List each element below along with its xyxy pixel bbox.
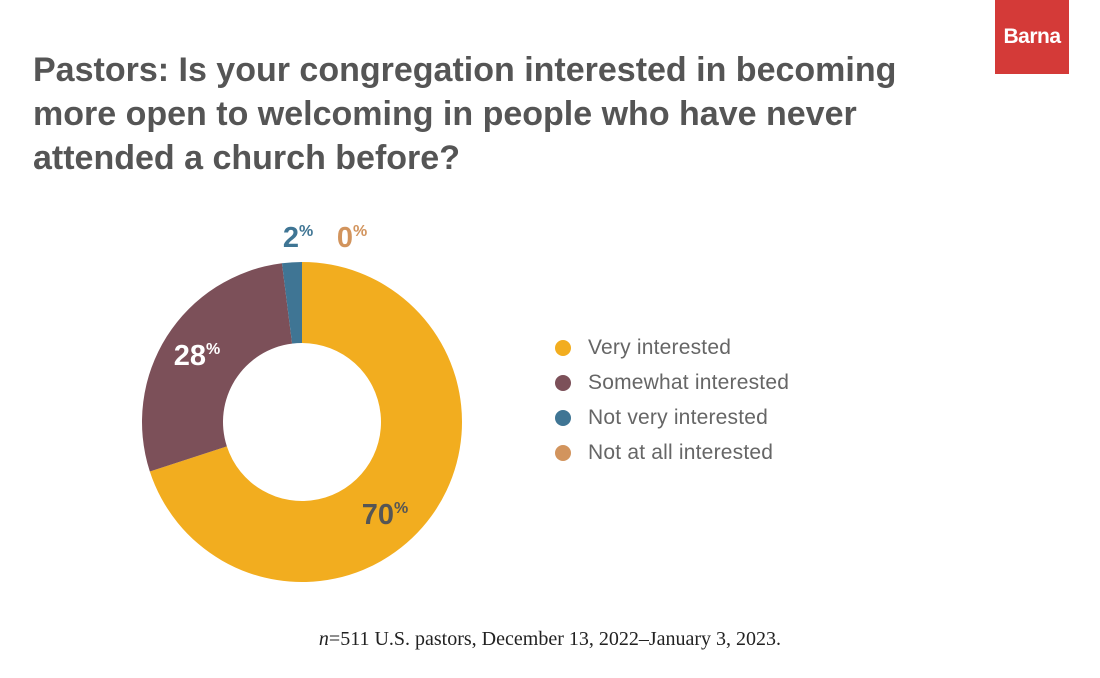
- legend-swatch-somewhat-interested: [555, 374, 571, 391]
- footnote-n-symbol: n: [318, 628, 329, 650]
- chart-legend: Very interested Somewhat interested Not …: [555, 330, 789, 470]
- legend-swatch-not-very-interested: [555, 409, 571, 426]
- donut-slice-not-very-interested: [281, 262, 302, 344]
- legend-swatch-very-interested: [555, 339, 571, 356]
- chart-title: Pastors: Is your congregation interested…: [33, 51, 897, 177]
- legend-item-somewhat-interested: Somewhat interested: [555, 365, 789, 400]
- legend-item-very-interested: Very interested: [555, 330, 789, 365]
- legend-swatch-not-at-all-interested: [555, 444, 571, 461]
- legend-item-not-very-interested: Not very interested: [555, 400, 789, 435]
- barna-logo: Barna: [995, 0, 1069, 74]
- donut-slice-very-interested: [149, 262, 462, 582]
- legend-label-very-interested: Very interested: [588, 335, 732, 359]
- sample-footnote: n=511 U.S. pastors, December 13, 2022–Ja…: [0, 628, 1100, 651]
- legend-label-not-at-all-interested: Not at all interested: [588, 440, 774, 464]
- footnote-text: =511 U.S. pastors, December 13, 2022–Jan…: [328, 628, 782, 650]
- donut-slice-somewhat-interested: [142, 263, 293, 472]
- data-label-not-very-interested: 2%: [283, 222, 313, 254]
- data-label-not-at-all-interested: 0%: [337, 222, 367, 254]
- legend-label-somewhat-interested: Somewhat interested: [588, 370, 790, 394]
- legend-item-not-at-all-interested: Not at all interested: [555, 435, 789, 470]
- legend-label-not-very-interested: Not very interested: [588, 405, 769, 429]
